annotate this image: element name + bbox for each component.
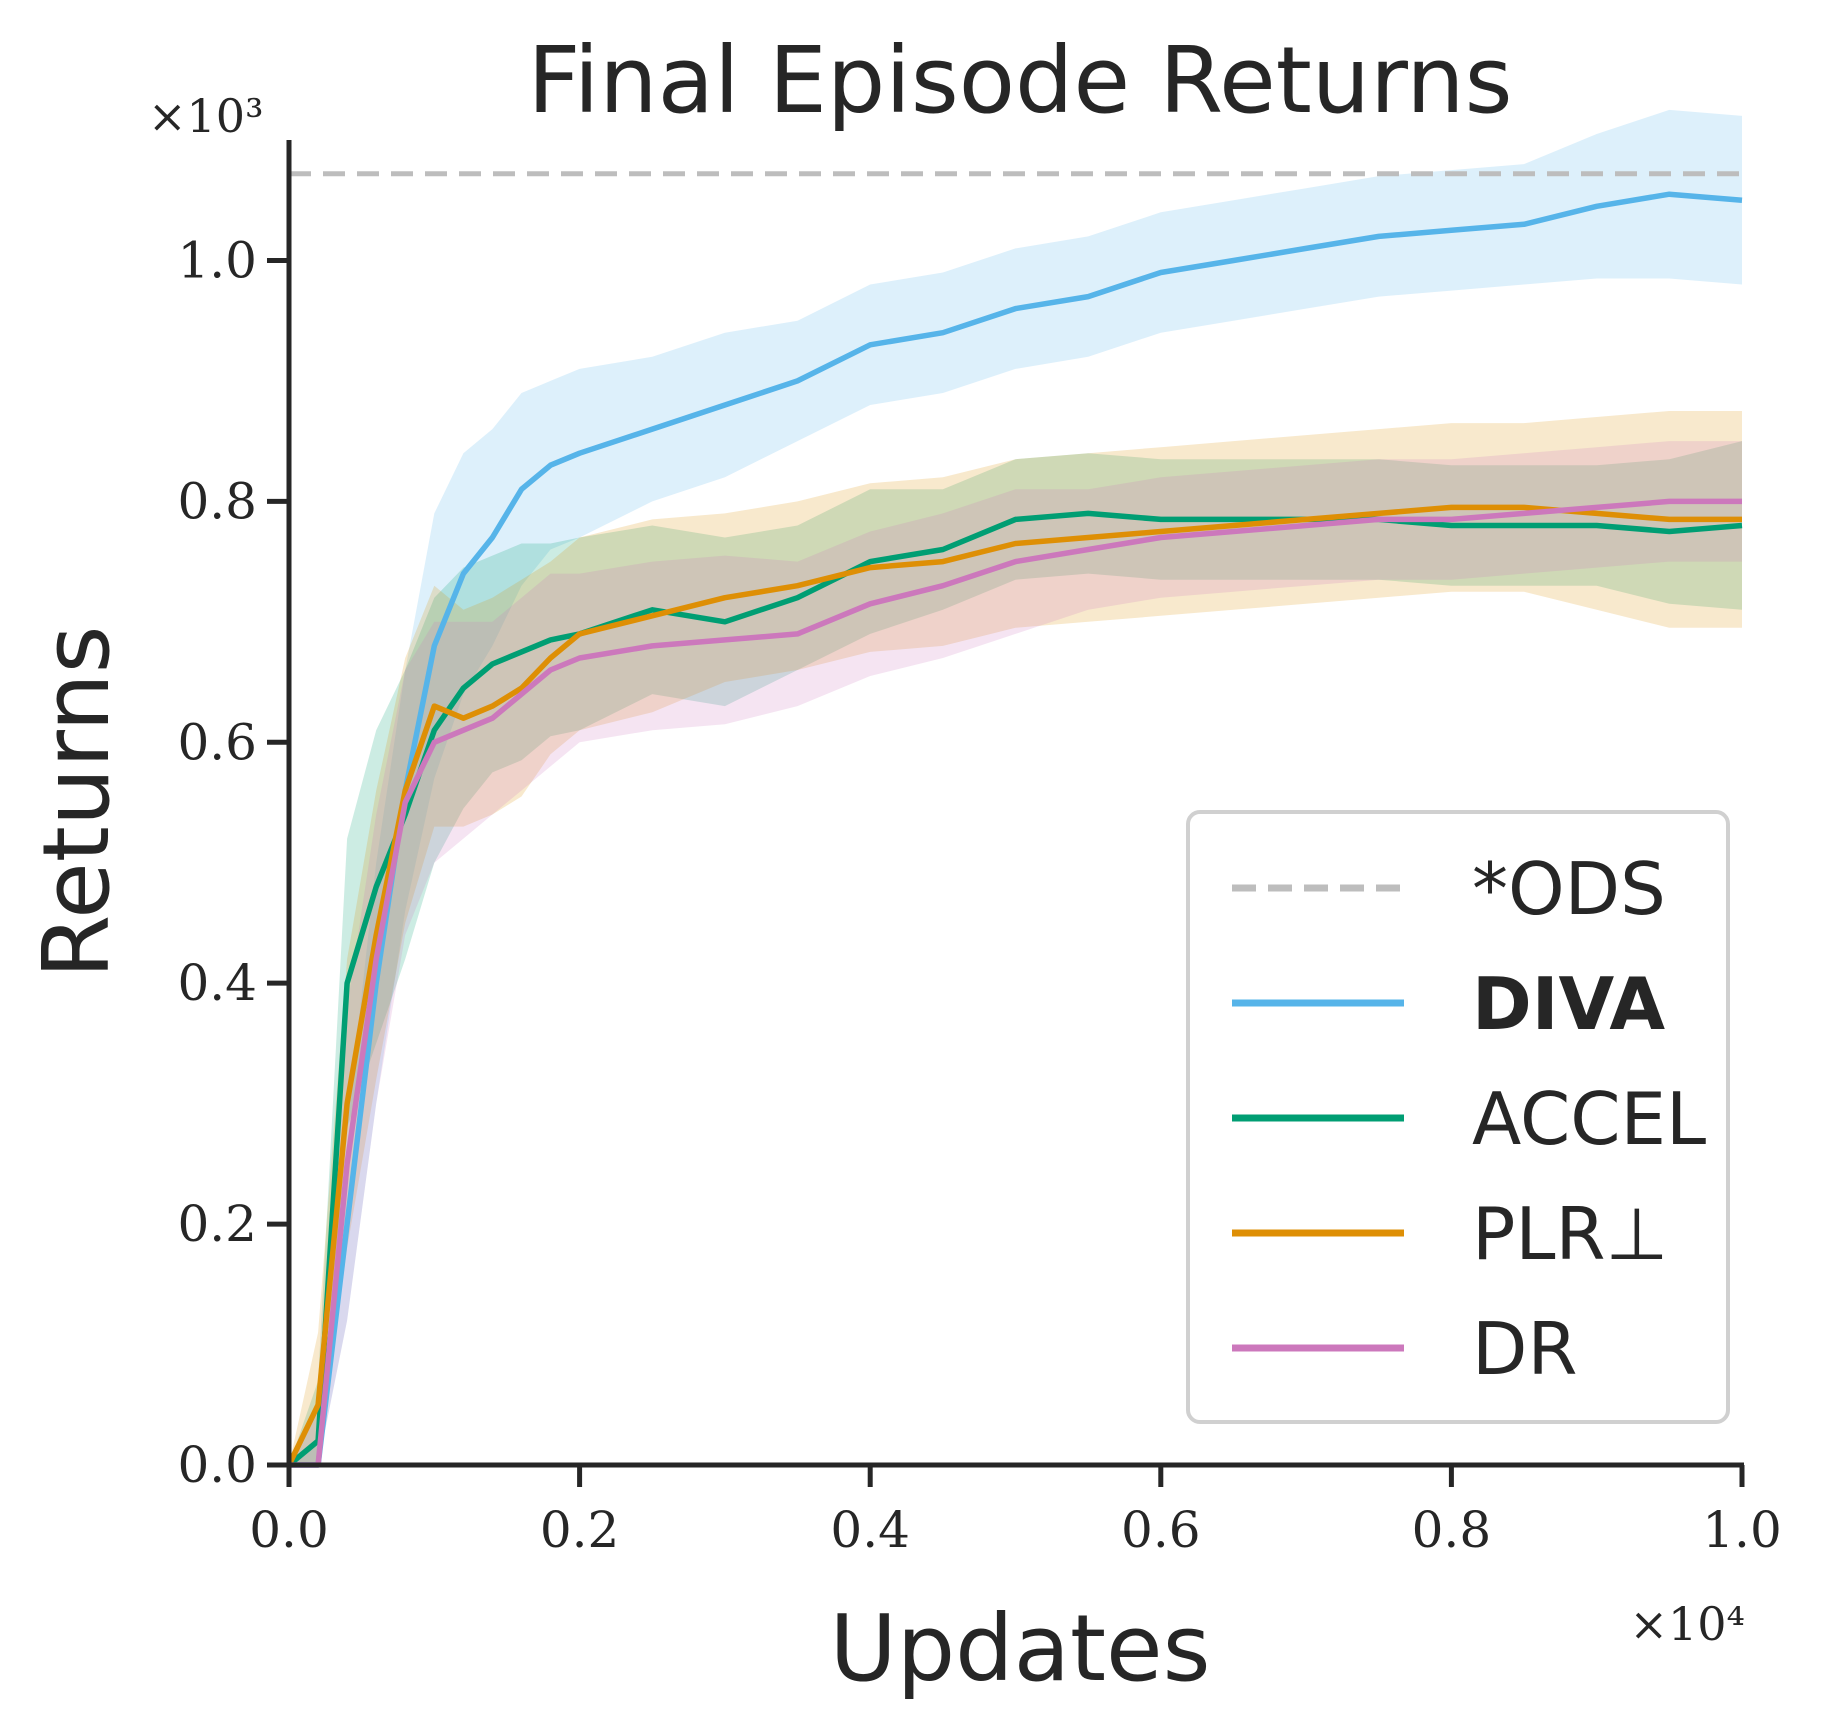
band-plr bbox=[289, 411, 1742, 1465]
legend-frame bbox=[1186, 810, 1730, 1424]
y-tick-label: 0.0 bbox=[177, 1436, 257, 1494]
x-tick-label: 0.0 bbox=[249, 1501, 329, 1559]
y-axis-label: Returns bbox=[23, 625, 130, 978]
legend-label-dr: DR bbox=[1472, 1307, 1577, 1391]
y-tick-label: 0.4 bbox=[177, 954, 257, 1012]
band-dr bbox=[289, 441, 1742, 1466]
x-tick-label: 1.0 bbox=[1702, 1501, 1782, 1559]
line-dr bbox=[289, 498, 1742, 1468]
x-tick-label: 0.6 bbox=[1121, 1501, 1201, 1559]
y-tick-label: 0.2 bbox=[177, 1195, 257, 1253]
band-diva bbox=[289, 109, 1742, 1465]
legend-label-ods: *ODS bbox=[1472, 847, 1666, 931]
y-axis-ticks: 0.0 0.2 0.4 0.6 0.8 1.0 bbox=[177, 231, 289, 1494]
series-lines bbox=[286, 191, 1743, 1468]
line-plr bbox=[286, 504, 1742, 1467]
y-tick-label: 1.0 bbox=[177, 231, 257, 289]
legend-label-accel: ACCEL bbox=[1472, 1077, 1706, 1161]
line-diva bbox=[289, 191, 1743, 1468]
chart-title: Final Episode Returns bbox=[527, 27, 1512, 134]
x-axis-label: Updates bbox=[829, 1595, 1210, 1702]
band-accel bbox=[289, 441, 1742, 1466]
confidence-bands bbox=[289, 109, 1742, 1466]
x-tick-label: 0.4 bbox=[830, 1501, 910, 1559]
y-tick-label: 0.6 bbox=[177, 713, 257, 771]
legend-label-plr: PLR⊥ bbox=[1472, 1192, 1668, 1276]
y-tick-label: 0.8 bbox=[177, 472, 257, 530]
y-axis-multiplier: ×10³ bbox=[148, 89, 264, 143]
axes bbox=[286, 140, 1744, 1468]
x-tick-label: 0.8 bbox=[1412, 1501, 1492, 1559]
x-axis-multiplier: ×10⁴ bbox=[1629, 1597, 1745, 1651]
x-axis-ticks: 0.0 0.2 0.4 0.6 0.8 1.0 bbox=[249, 1465, 1782, 1559]
legend-label-diva: DIVA bbox=[1472, 962, 1665, 1046]
x-tick-label: 0.2 bbox=[540, 1501, 620, 1559]
legend: *ODS DIVA ACCEL PLR⊥ DR bbox=[1186, 810, 1730, 1424]
